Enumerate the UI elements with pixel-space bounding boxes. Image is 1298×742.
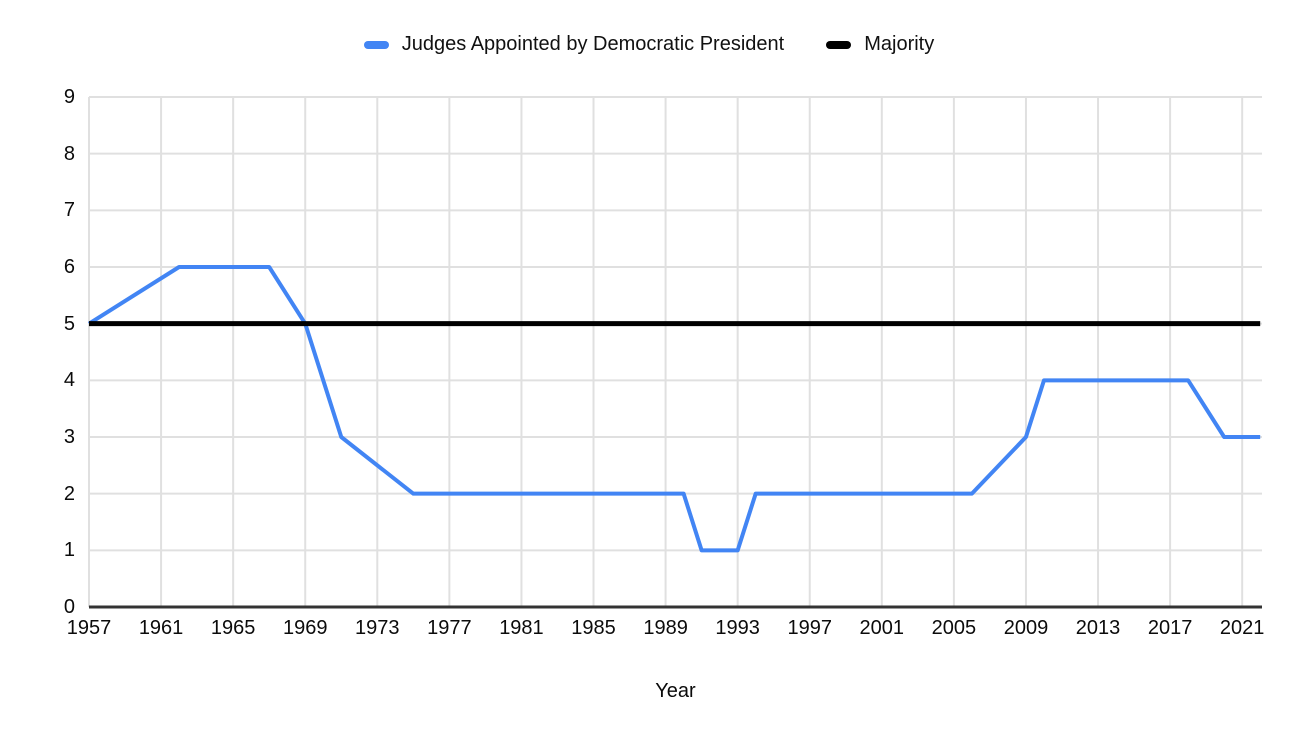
x-tick-label: 2021 (1219, 617, 1265, 639)
x-tick-label: 2005 (931, 617, 977, 639)
legend-item-majority: Majority (826, 33, 934, 56)
y-tick-label: 0 (63, 596, 75, 618)
y-tick-label: 3 (63, 426, 75, 448)
x-tick-label: 1981 (499, 617, 544, 639)
legend-item-judges: Judges Appointed by Democratic President (363, 33, 785, 56)
y-tick-label: 7 (63, 199, 75, 222)
x-tick-label: 2013 (1075, 617, 1121, 639)
legend-swatch-majority-icon (826, 40, 852, 49)
x-tick-label: 1957 (66, 617, 112, 639)
legend-swatch-judges-icon (363, 40, 389, 49)
x-tick-label: 2017 (1147, 617, 1193, 639)
x-tick-label: 1985 (571, 617, 616, 639)
chart-legend: Judges Appointed by Democratic President… (0, 33, 1298, 56)
y-tick-label: 1 (63, 539, 75, 562)
x-tick-label: 1965 (210, 617, 256, 639)
x-tick-label: 2001 (859, 617, 905, 639)
x-tick-label: 1993 (715, 617, 760, 639)
x-tick-label: 1961 (138, 617, 184, 639)
y-tick-label: 8 (63, 142, 75, 165)
y-tick-label: 6 (63, 256, 75, 278)
legend-label-majority: Majority (864, 33, 935, 55)
x-tick-label: 1989 (643, 617, 688, 639)
x-tick-label: 1973 (355, 617, 400, 639)
x-axis-title: Year (655, 680, 696, 702)
series-line-0 (87, 265, 1261, 553)
x-tick-label: 1969 (282, 617, 328, 639)
legend-label-judges: Judges Appointed by Democratic President (401, 33, 785, 55)
x-tick-label: 2009 (1003, 617, 1049, 639)
y-tick-label: 9 (63, 86, 75, 108)
y-tick-label: 2 (63, 482, 75, 505)
x-tick-label: 1977 (427, 617, 472, 639)
y-tick-label: 5 (63, 312, 75, 335)
x-tick-label: 1997 (787, 617, 832, 639)
y-tick-label: 4 (63, 369, 75, 392)
